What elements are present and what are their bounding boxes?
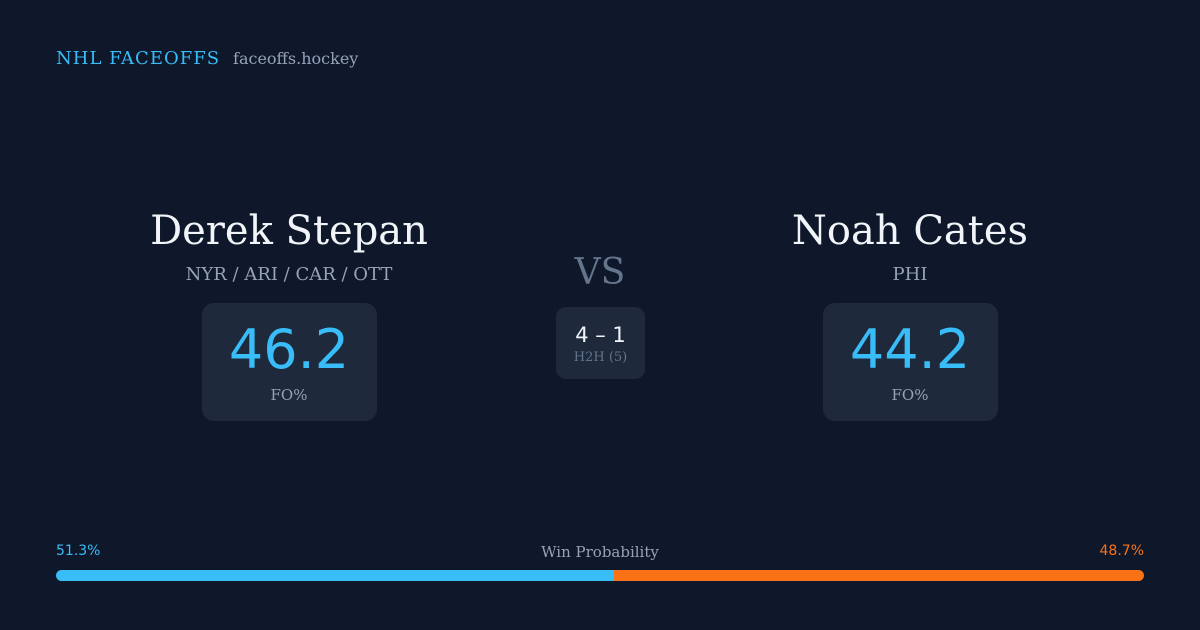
player-teams: PHI bbox=[892, 264, 928, 285]
faceoff-percentage: 46.2 bbox=[228, 318, 350, 381]
faceoff-stat-card: 44.2 FO% bbox=[822, 303, 998, 421]
player-left: Derek Stepan NYR / ARI / CAR / OTT 46.2 … bbox=[79, 205, 499, 421]
player-name: Noah Cates bbox=[791, 208, 1029, 254]
player-right: Noah Cates PHI 44.2 FO% bbox=[700, 205, 1120, 421]
faceoff-percentage: 44.2 bbox=[849, 318, 971, 381]
win-probability-title: Win Probability bbox=[541, 543, 659, 561]
faceoff-percentage-label: FO% bbox=[270, 386, 308, 404]
win-probability-fill-left bbox=[56, 570, 615, 581]
win-probability-left: 51.3% bbox=[56, 543, 101, 559]
head-to-head-label: H2H (5) bbox=[573, 349, 628, 365]
brand-header: NHL FACEOFFS faceoffs.hockey bbox=[56, 48, 358, 69]
faceoff-percentage-label: FO% bbox=[891, 386, 929, 404]
faceoff-stat-card: 46.2 FO% bbox=[201, 303, 377, 421]
win-probability-right: 48.7% bbox=[1099, 543, 1144, 559]
brand-site: faceoffs.hockey bbox=[233, 49, 359, 68]
head-to-head-score: 4 – 1 bbox=[575, 322, 626, 347]
player-teams: NYR / ARI / CAR / OTT bbox=[185, 264, 393, 285]
win-probability-bar bbox=[56, 570, 1144, 581]
player-name: Derek Stepan bbox=[150, 208, 428, 254]
win-probability-labels: 51.3% Win Probability 48.7% bbox=[56, 543, 1144, 563]
head-to-head-card: 4 – 1 H2H (5) bbox=[556, 307, 645, 379]
brand-name: NHL FACEOFFS bbox=[56, 48, 221, 69]
win-probability-fill-right bbox=[614, 570, 1144, 581]
versus-label: VS bbox=[574, 252, 626, 293]
